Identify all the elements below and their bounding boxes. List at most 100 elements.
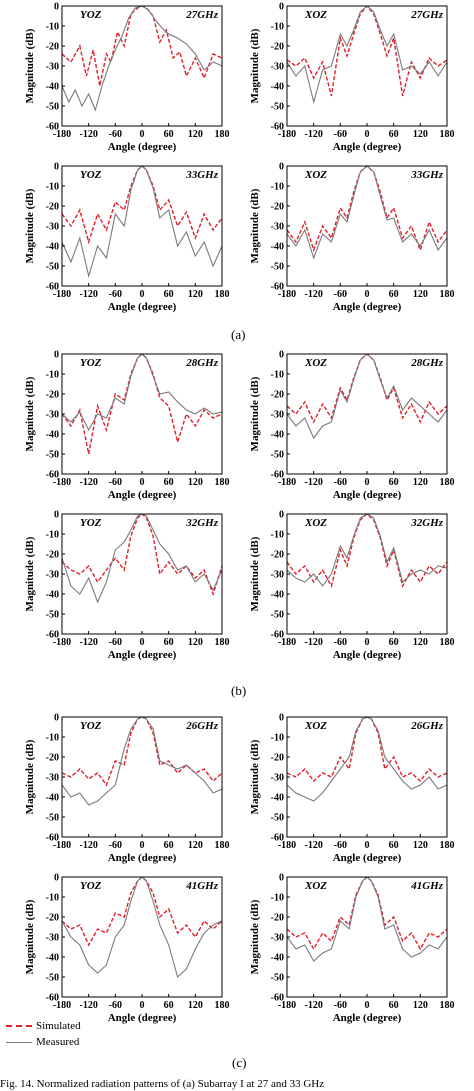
- x-axis-label: Angle (degree): [333, 649, 402, 661]
- x-tick-label: -120: [304, 289, 322, 300]
- x-tick-label: -60: [109, 129, 122, 140]
- y-tick-label: -20: [46, 550, 59, 561]
- x-tick-label: 0: [365, 129, 370, 140]
- plot-frame: [286, 513, 448, 635]
- x-tick-label: 180: [215, 129, 230, 140]
- x-tick-label: -120: [79, 129, 97, 140]
- plane-annotation: YOZ: [80, 880, 102, 892]
- y-tick-label: -50: [46, 450, 59, 461]
- y-axis-label: Magnitude (dB): [24, 188, 36, 263]
- x-tick-label: -120: [304, 129, 322, 140]
- plot-frame: [286, 353, 448, 475]
- group-label-c: (c): [232, 1055, 247, 1070]
- group-label-b: (b): [231, 683, 247, 698]
- frequency-annotation: 32GHz: [410, 517, 444, 529]
- x-tick-label: 60: [164, 840, 174, 851]
- y-tick-label: -30: [46, 773, 59, 784]
- series-line-simulated: [287, 6, 447, 97]
- y-tick-label: -50: [46, 610, 59, 621]
- x-tick-label: -180: [53, 637, 71, 648]
- y-tick-label: -60: [46, 470, 59, 481]
- chart-panel-yoz-27ghz: -180 -120 -60 0 60 120 1800-10-20-30-40-50-60A…: [24, 2, 230, 154]
- y-tick-label: -30: [46, 222, 59, 233]
- y-tick-label: -60: [271, 282, 284, 293]
- y-tick-label: -60: [271, 630, 284, 641]
- y-tick-label: -20: [46, 42, 59, 53]
- y-tick-label: -40: [46, 590, 59, 601]
- series-line-measured: [287, 354, 447, 440]
- y-tick-label: 0: [279, 2, 284, 13]
- y-tick-label: -60: [271, 470, 284, 481]
- y-axis-label: Magnitude (dB): [24, 899, 36, 974]
- y-tick-label: -40: [46, 430, 59, 441]
- y-tick-label: -60: [46, 993, 59, 1004]
- y-tick-label: -30: [46, 410, 59, 421]
- plot-frame: [286, 5, 448, 127]
- y-tick-label: 0: [54, 713, 59, 724]
- series-line-measured: [287, 6, 447, 105]
- frequency-annotation: 41GHz: [185, 880, 219, 892]
- x-tick-label: 60: [389, 637, 399, 648]
- x-tick-label: -180: [53, 840, 71, 851]
- x-tick-label: 180: [215, 840, 230, 851]
- chart-panel-yoz-28ghz: -180 -120 -60 0 60 120 1800-10-20-30-40-50-60A…: [24, 350, 230, 502]
- y-tick-label: -20: [46, 913, 59, 924]
- plot-frame: [286, 876, 448, 998]
- y-tick-label: -20: [271, 42, 284, 53]
- chart-panel-yoz-41ghz: -180 -120 -60 0 60 120 1800-10-20-30-40-50-60A…: [24, 873, 230, 1025]
- x-tick-label: 60: [389, 129, 399, 140]
- x-tick-label: -120: [79, 840, 97, 851]
- series-line-measured: [62, 166, 222, 279]
- y-tick-label: -50: [271, 813, 284, 824]
- x-tick-label: 180: [440, 637, 455, 648]
- plot-frame: [61, 5, 223, 127]
- y-tick-label: -40: [271, 793, 284, 804]
- x-tick-label: 120: [413, 1000, 428, 1011]
- x-axis-label: Angle (degree): [333, 489, 402, 501]
- y-tick-label: -30: [271, 773, 284, 784]
- series-line-measured: [62, 6, 222, 112]
- x-tick-label: 180: [440, 289, 455, 300]
- x-tick-label: -60: [334, 1000, 347, 1011]
- x-tick-label: -180: [53, 289, 71, 300]
- x-tick-label: 0: [365, 1000, 370, 1011]
- x-tick-label: 0: [140, 289, 145, 300]
- y-tick-label: -10: [46, 370, 59, 381]
- y-tick-label: -50: [271, 262, 284, 273]
- x-axis-label: Angle (degree): [108, 1012, 177, 1024]
- y-tick-label: -40: [46, 793, 59, 804]
- y-tick-label: -30: [271, 410, 284, 421]
- y-tick-label: -30: [46, 62, 59, 73]
- y-tick-label: -10: [271, 733, 284, 744]
- x-tick-label: 120: [413, 637, 428, 648]
- plot-frame: [61, 165, 223, 287]
- y-tick-label: -20: [271, 753, 284, 764]
- y-tick-label: -30: [271, 570, 284, 581]
- y-tick-label: -20: [46, 753, 59, 764]
- plane-annotation: YOZ: [80, 169, 102, 181]
- frequency-annotation: 27GHz: [185, 9, 219, 21]
- x-tick-label: 0: [140, 1000, 145, 1011]
- y-tick-label: -60: [46, 122, 59, 133]
- frequency-annotation: 28GHz: [185, 357, 219, 369]
- series-line-simulated: [287, 877, 447, 951]
- y-tick-label: -10: [271, 182, 284, 193]
- x-tick-label: -60: [109, 840, 122, 851]
- x-tick-label: -120: [304, 1000, 322, 1011]
- series-line-simulated: [62, 514, 222, 597]
- x-axis-label: Angle (degree): [108, 301, 177, 313]
- legend: Simulated Measured: [6, 1018, 81, 1050]
- y-tick-label: -50: [46, 973, 59, 984]
- legend-swatch-simulated: [6, 1025, 32, 1027]
- y-tick-label: -30: [271, 933, 284, 944]
- y-tick-label: -10: [271, 370, 284, 381]
- chart-panel-xoz-26ghz: -180 -120 -60 0 60 120 1800-10-20-30-40-50-60A…: [249, 713, 455, 865]
- y-tick-label: 0: [279, 162, 284, 173]
- x-tick-label: 180: [440, 129, 455, 140]
- y-tick-label: -10: [46, 893, 59, 904]
- y-tick-label: -50: [271, 450, 284, 461]
- plane-annotation: YOZ: [80, 720, 102, 732]
- legend-item-simulated: Simulated: [6, 1018, 81, 1034]
- series-line-simulated: [62, 166, 222, 245]
- plane-annotation: XOZ: [304, 517, 327, 529]
